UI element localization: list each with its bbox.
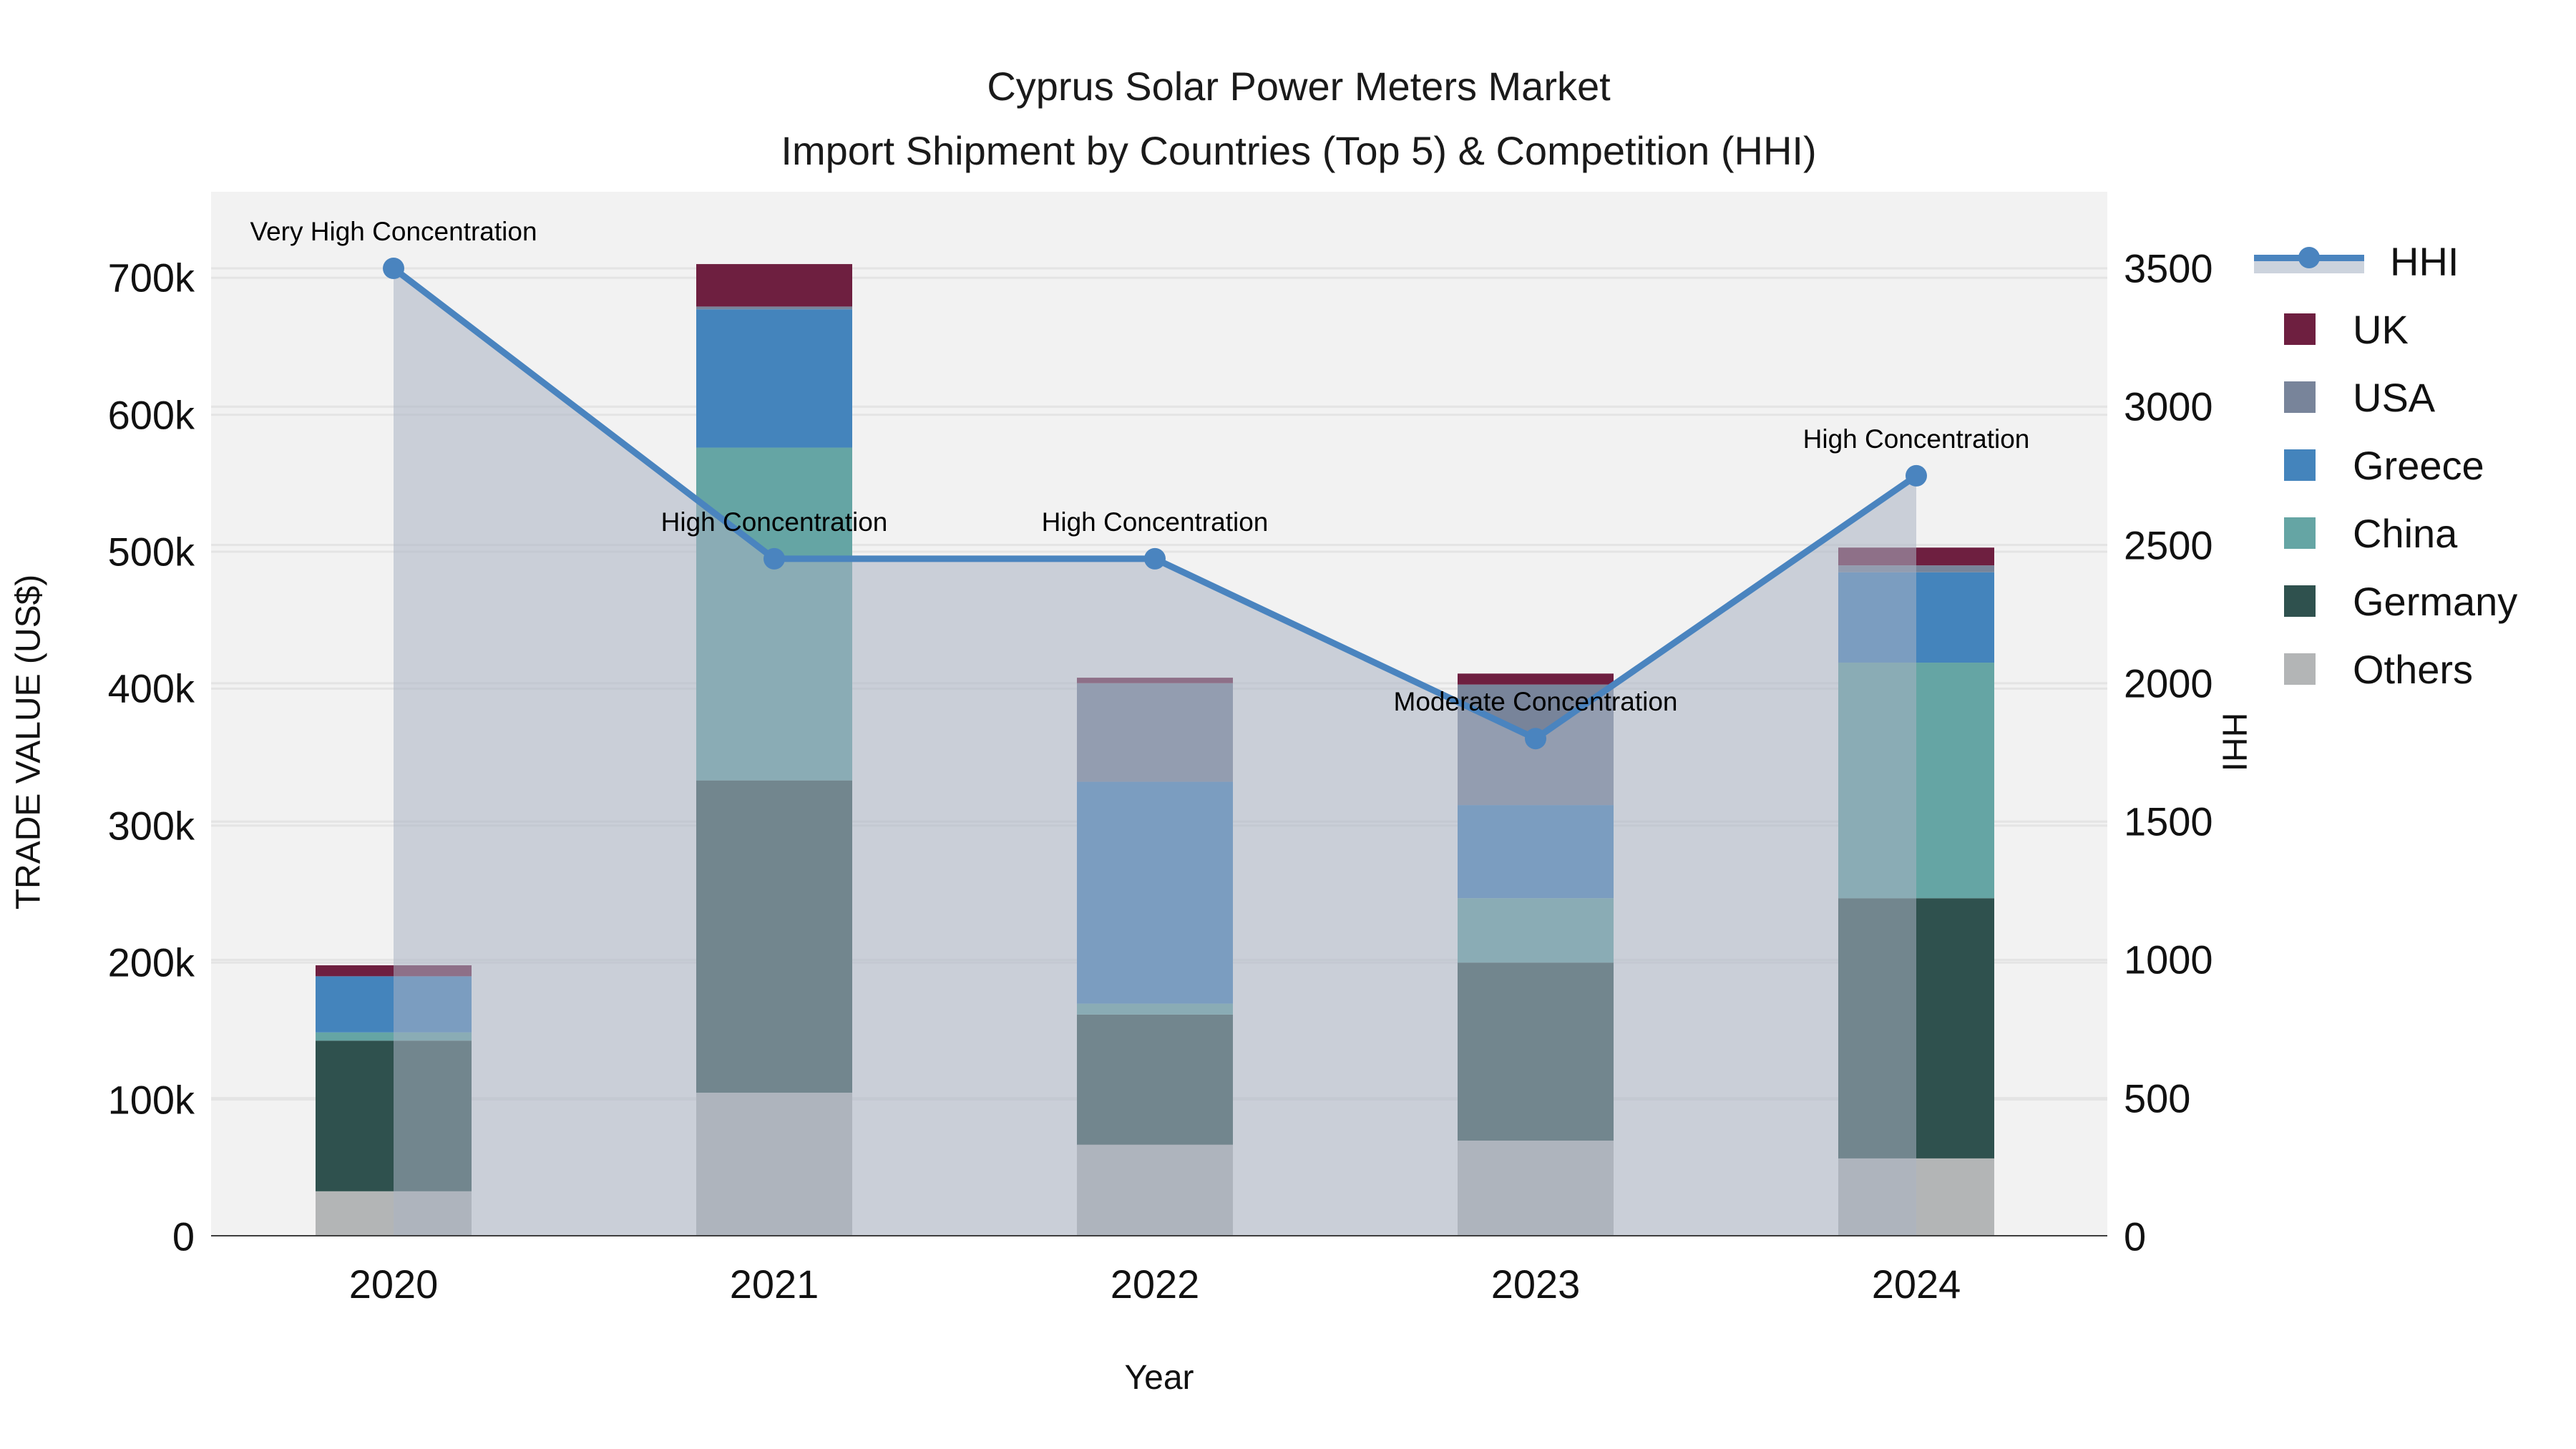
x-tick-2020: 2020 — [348, 1262, 439, 1307]
legend-item-uk[interactable]: UK — [2254, 296, 2409, 363]
legend-swatch-uk — [2284, 313, 2316, 345]
annotation-2023: Moderate Concentration — [1393, 687, 1678, 717]
y-tick-right-0: 0 — [2124, 1214, 2147, 1259]
legend-swatch-greece — [2284, 449, 2316, 481]
y-tick-right-2500: 2500 — [2124, 522, 2213, 568]
legend-label-usa: USA — [2353, 374, 2436, 420]
plot-area — [211, 192, 2107, 1236]
bar-segment-usa-2021 — [696, 306, 852, 310]
x-tick-2024: 2024 — [1871, 1262, 1961, 1307]
y-tick-left-100k: 100k — [107, 1077, 195, 1123]
annotation-2021: High Concentration — [660, 507, 888, 537]
y-axis-left-title: TRADE VALUE (US$) — [9, 574, 48, 910]
chart-title: Cyprus Solar Power Meters Market — [987, 64, 1611, 109]
gridline-right — [211, 267, 2107, 270]
hhi-marker-2024 — [1906, 464, 1927, 487]
legend-item-hhi[interactable]: HHI — [2254, 228, 2459, 295]
legend-swatch-germany — [2284, 585, 2316, 617]
y-tick-left-600k: 600k — [107, 392, 195, 438]
legend-label-germany: Germany — [2353, 578, 2518, 624]
y-tick-right-3500: 3500 — [2124, 245, 2213, 291]
hhi-marker-2021 — [763, 547, 785, 570]
bar-segment-uk-2023 — [1458, 673, 1614, 685]
gridline-left — [211, 414, 2107, 416]
hhi-marker-2023 — [1525, 728, 1546, 750]
y-axis-right-title: HHI — [2215, 712, 2253, 772]
gridline-left — [211, 276, 2107, 279]
hhi-marker-2020 — [383, 258, 404, 279]
legend-item-others[interactable]: Others — [2254, 635, 2473, 703]
legend-label-uk: UK — [2353, 306, 2409, 352]
x-tick-2021: 2021 — [729, 1262, 819, 1307]
annotation-2022: High Concentration — [1041, 507, 1269, 537]
legend-label-hhi: HHI — [2390, 238, 2459, 284]
y-tick-right-2000: 2000 — [2124, 660, 2213, 706]
legend-item-usa[interactable]: USA — [2254, 364, 2435, 431]
legend-label-china: China — [2353, 510, 2458, 556]
legend-item-germany[interactable]: Germany — [2254, 567, 2517, 635]
annotation-2024: High Concentration — [1802, 424, 2030, 454]
y-tick-right-500: 500 — [2124, 1075, 2191, 1121]
y-tick-left-700k: 700k — [107, 255, 195, 301]
y-tick-left-0: 0 — [172, 1214, 195, 1259]
y-tick-right-3000: 3000 — [2124, 384, 2213, 429]
y-tick-left-200k: 200k — [107, 940, 195, 985]
hhi-marker-sample — [2298, 247, 2320, 268]
legend-swatch-others — [2284, 653, 2316, 685]
x-tick-2022: 2022 — [1110, 1262, 1200, 1307]
legend-swatch-china — [2284, 517, 2316, 549]
y-tick-left-400k: 400k — [107, 665, 195, 711]
gridline-right — [211, 544, 2107, 547]
chart-subtitle: Import Shipment by Countries (Top 5) & C… — [781, 128, 1817, 173]
legend-label-greece: Greece — [2353, 442, 2484, 488]
hhi-area-fill — [394, 268, 1916, 1236]
legend-swatch-usa — [2284, 381, 2316, 413]
y-tick-left-500k: 500k — [107, 529, 195, 575]
y-tick-right-1500: 1500 — [2124, 799, 2213, 844]
bar-segment-greece-2021 — [696, 309, 852, 448]
legend-item-greece[interactable]: Greece — [2254, 431, 2484, 499]
gridline-right — [211, 405, 2107, 408]
x-axis-title: Year — [1124, 1359, 1194, 1397]
y-tick-left-300k: 300k — [107, 803, 195, 849]
x-tick-2023: 2023 — [1491, 1262, 1581, 1307]
chart-canvas — [211, 258, 2107, 1236]
bar-segment-uk-2021 — [696, 264, 852, 307]
y-tick-right-1000: 1000 — [2124, 937, 2213, 982]
hhi-line-sample-icon — [2254, 247, 2364, 273]
hhi-marker-2022 — [1144, 547, 1166, 570]
annotation-2020: Very High Concentration — [250, 217, 537, 246]
legend-label-others: Others — [2353, 646, 2474, 692]
x-axis-line — [211, 1235, 2107, 1236]
legend-item-china[interactable]: China — [2254, 499, 2457, 567]
